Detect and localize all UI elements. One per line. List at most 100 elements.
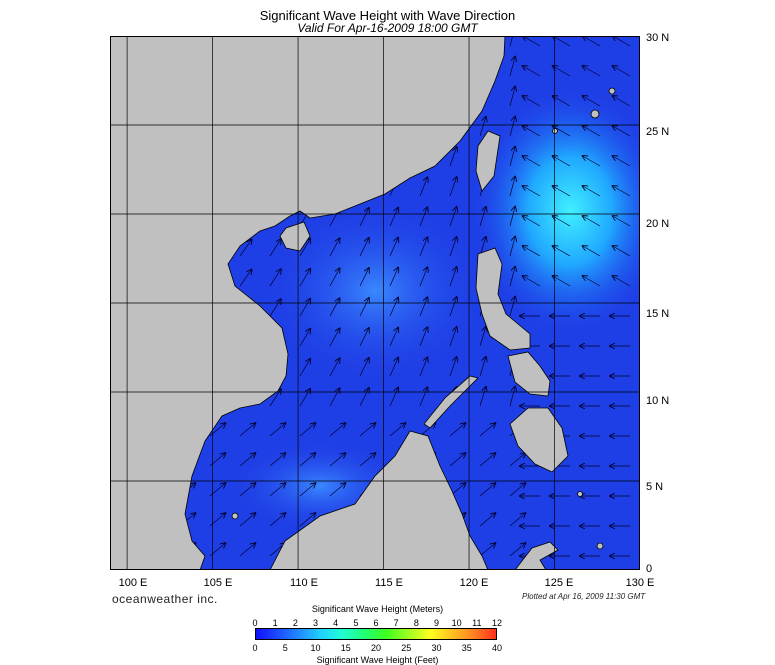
wave-arrow	[523, 246, 541, 257]
wave-arrow	[299, 513, 315, 527]
wave-arrow	[479, 207, 486, 227]
wave-arrow	[419, 297, 427, 317]
wave-arrow	[359, 208, 369, 227]
wave-arrow	[479, 357, 486, 377]
wave-arrow	[509, 543, 525, 557]
wave-arrow	[239, 483, 255, 497]
wave-arrow	[613, 156, 631, 167]
lat-label-25n: 25 N	[646, 126, 670, 138]
lon-label-130e: 130 E	[625, 577, 655, 589]
wave-arrow	[299, 423, 315, 437]
legend-tick-meters: 12	[491, 618, 502, 628]
wave-arrow	[359, 328, 369, 347]
wave-arrow	[239, 270, 252, 287]
lon-label-115e: 115 E	[375, 577, 403, 589]
wave-map	[110, 36, 640, 570]
legend-tick-meters: 3	[312, 618, 318, 628]
wave-arrow	[613, 276, 631, 287]
wave-arrow	[299, 269, 310, 287]
wave-arrow	[509, 267, 515, 287]
wave-arrow	[239, 240, 252, 257]
wave-arrow	[269, 453, 285, 467]
wave-arrow	[359, 268, 369, 287]
wave-arrow	[299, 359, 310, 377]
lon-label-105e: 105 E	[203, 577, 233, 589]
wave-arrow	[449, 357, 457, 377]
wave-arrow	[299, 453, 315, 467]
wave-arrow	[553, 96, 571, 107]
wave-arrow	[583, 276, 601, 287]
brand-logo-text: oceanweather inc.	[112, 592, 218, 606]
wave-arrow	[359, 358, 369, 377]
land-luzon	[475, 247, 531, 351]
wave-arrow	[613, 246, 631, 257]
legend-tick-meters: 4	[333, 618, 339, 628]
legend-tick-meters: 10	[451, 618, 462, 628]
wave-arrow	[449, 267, 457, 287]
wave-arrow	[583, 156, 601, 167]
legend-tick-meters: 0	[252, 618, 258, 628]
wave-arrow	[479, 327, 486, 347]
legend-title-meters: Significant Wave Height (Meters)	[311, 604, 444, 614]
wave-arrow	[419, 207, 427, 227]
legend-tick-meters: 5	[353, 618, 359, 628]
land-mainland	[110, 36, 506, 570]
legend-tick-feet: 5	[282, 643, 288, 653]
wave-arrow	[553, 276, 571, 287]
wave-arrow	[613, 126, 631, 137]
wave-arrow	[479, 387, 486, 407]
wave-arrow	[299, 483, 315, 497]
wave-arrow	[329, 328, 340, 347]
wave-arrow	[449, 297, 457, 317]
wave-arrow	[299, 299, 310, 317]
wave-arrow	[389, 298, 398, 317]
wave-arrow	[419, 237, 427, 257]
legend-tick-feet: 25	[401, 643, 412, 653]
land-borneo	[269, 430, 489, 570]
lat-label-5n: 5 N	[646, 481, 664, 493]
wave-arrow	[389, 238, 398, 257]
wave-arrow	[389, 423, 405, 437]
legend-tick-feet: 30	[431, 643, 442, 653]
landmass	[110, 36, 616, 570]
wave-arrow	[523, 276, 541, 287]
wave-arrow	[523, 126, 541, 137]
legend-tick-meters: 1	[272, 618, 278, 628]
legend-title-feet: Significant Wave Height (Feet)	[316, 655, 439, 665]
wave-arrow	[509, 387, 515, 407]
wave-arrow	[553, 126, 571, 137]
wave-arrow	[509, 177, 515, 197]
wave-arrow	[523, 36, 541, 47]
wave-arrow	[449, 423, 465, 437]
wave-arrow	[509, 297, 515, 317]
wave-arrow	[389, 208, 398, 227]
land-palawan	[423, 375, 479, 429]
wave-arrow	[583, 66, 601, 77]
wave-arrow	[329, 388, 340, 407]
wave-arrow	[299, 329, 310, 347]
wave-arrow	[583, 216, 601, 227]
lon-label-100e: 100 E	[118, 577, 148, 589]
wave-arrow	[553, 186, 571, 197]
wave-arrow	[359, 298, 369, 317]
wave-arrow	[583, 186, 601, 197]
lat-label-10n: 10 N	[646, 395, 670, 407]
wave-arrow	[359, 453, 375, 467]
lon-label-120e: 120 E	[459, 577, 489, 589]
legend-tick-feet: 40	[491, 643, 502, 653]
wave-arrow	[389, 388, 398, 407]
wave-arrow	[479, 423, 495, 437]
wave-arrow	[509, 237, 515, 257]
wave-arrow	[389, 358, 398, 377]
wave-arrow	[329, 358, 340, 377]
wave-arrow	[553, 36, 571, 47]
wave-arrow	[329, 298, 340, 317]
lat-label-20n: 20 N	[646, 218, 670, 230]
plotted-timestamp: Plotted at Apr 16, 2009 11:30 GMT	[522, 592, 646, 601]
legend-tick-meters: 8	[413, 618, 419, 628]
legend-tick-meters: 11	[472, 618, 482, 628]
chart-title: Significant Wave Height with Wave Direct…	[259, 8, 516, 23]
wave-arrow	[509, 147, 515, 167]
wave-arrow	[509, 87, 515, 107]
wave-arrow	[479, 483, 495, 497]
